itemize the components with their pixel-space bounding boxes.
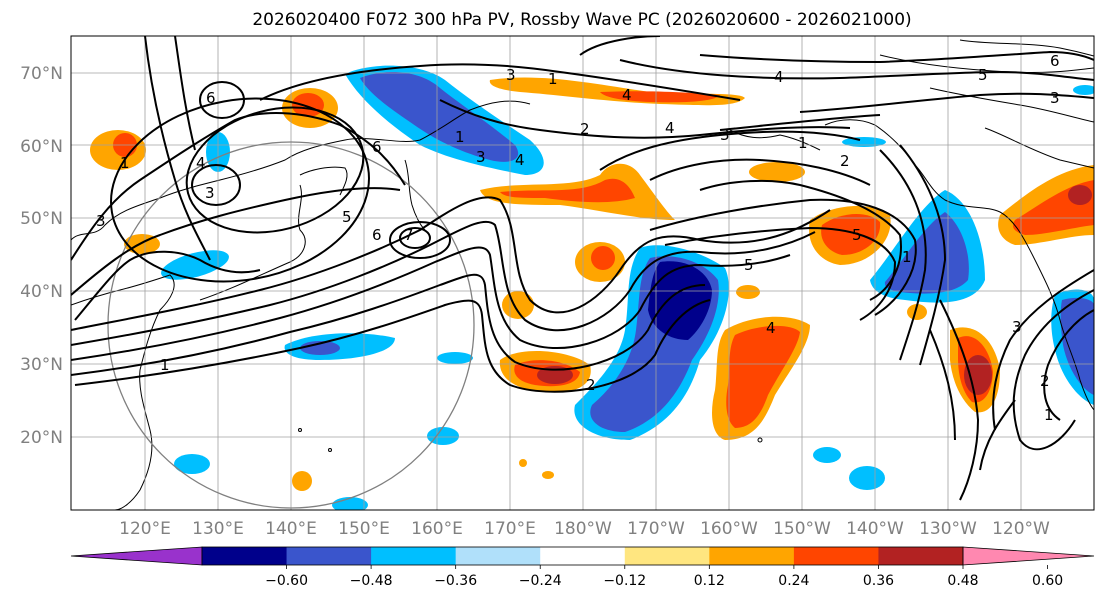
contour-label: 3 [476,148,486,166]
lon-label: 120°W [992,519,1050,539]
lon-label: 160°W [700,519,758,539]
contour-label: 2 [586,376,596,394]
colorbar-segment [793,547,879,565]
contour-label: 3 [1050,89,1060,107]
colorbar-segment [878,547,964,565]
contour-label: 5 [744,256,754,274]
colorbar-tick-label: −0.12 [603,573,646,589]
lon-label: 120°E [119,519,171,539]
colorbar-extend-min [70,546,203,566]
colorbar-segment [624,547,710,565]
lon-label: 140°W [846,519,904,539]
contour-label: 4 [774,68,784,86]
contour-labels: 1 3 4 4 5 6 3 2 4 3 2 1 5 5 4 1 2 3 2 1 … [96,52,1060,424]
lat-label: 60°N [20,137,63,157]
contour-label: 3 [205,184,215,202]
colorbar-tick-label: 0.60 [1032,573,1063,589]
colorbar-segment [286,547,372,565]
colorbar-segment [540,547,626,565]
lon-label: 170°E [484,519,536,539]
contour-label: 2 [580,120,590,138]
contour-label: 4 [515,151,525,169]
colorbar-tick-label: −0.60 [265,573,308,589]
colorbar-outline [201,546,964,566]
contour-label: 6 [372,138,382,156]
longitude-axis: 120°E 130°E 140°E 150°E 160°E 170°E 180°… [119,519,1050,539]
contour-label: 3 [506,66,516,84]
colorbar: −0.60 −0.48 −0.36 −0.24 −0.12 0.12 0.24 0.36 0.4… [70,546,1095,589]
graticule [71,36,1094,510]
lon-label: 150°W [773,519,831,539]
colorbar-tick-label: −0.24 [519,573,562,589]
latitude-axis: 70°N 60°N 50°N 40°N 30°N 20°N [20,64,63,448]
colorbar-tick-label: 0.36 [863,573,894,589]
contour-label: 2 [1040,372,1050,390]
contour-label: 4 [665,119,675,137]
lat-label: 50°N [20,209,63,229]
colorbar-tick-label: 0.12 [694,573,725,589]
lat-label: 20°N [20,428,63,448]
lon-label: 130°W [919,519,977,539]
colorbar-tick-label: 0.48 [947,573,978,589]
contour-label: 4 [766,319,776,337]
contour-label: 1 [1044,406,1054,424]
contour-label: 5 [852,226,862,244]
contour-label: 7 [404,226,414,244]
contour-label: 3 [720,126,730,144]
lon-label: 150°E [338,519,390,539]
contour-label: 1 [798,134,808,152]
lon-label: 180°W [554,519,612,539]
contour-label: 1 [548,70,558,88]
lat-label: 40°N [20,282,63,302]
lon-label: 130°E [192,519,244,539]
colorbar-segment [709,547,795,565]
contour-label: 1 [120,154,130,172]
contour-label: 6 [372,226,382,244]
contour-label: 1 [455,128,465,146]
contour-label: 1 [160,356,170,374]
colorbar-segment [455,547,541,565]
contour-label: 4 [196,154,206,172]
map-frame [70,35,1095,511]
map-area: 1 3 4 4 5 6 3 2 4 3 2 1 5 5 4 1 2 3 2 1 … [71,36,1094,510]
lon-label: 160°E [411,519,463,539]
colorbar-tick-label: −0.48 [350,573,393,589]
contour-label: 4 [622,86,632,104]
coastlines [71,39,1094,510]
colorbar-extend-max [962,546,1095,566]
contour-label: 5 [342,208,352,226]
reference-circle [107,141,475,509]
contour-label: 1 [902,248,912,266]
contour-label: 3 [96,212,106,230]
lat-label: 30°N [20,355,63,375]
contour-label: 6 [1050,52,1060,70]
colorbar-tick-label: −0.36 [434,573,477,589]
contour-label: 2 [840,152,850,170]
lat-label: 70°N [20,64,63,84]
map-title: 2026020400 F072 300 hPa PV, Rossby Wave … [252,10,911,30]
lon-label: 170°W [627,519,685,539]
contour-label: 3 [1012,318,1022,336]
contour-label: 6 [206,89,216,107]
lon-label: 140°E [265,519,317,539]
contour-label: 5 [978,66,988,84]
colorbar-segment [202,547,288,565]
colorbar-segment [371,547,457,565]
colorbar-tick-label: 0.24 [778,573,809,589]
pv-contours [71,36,1094,501]
